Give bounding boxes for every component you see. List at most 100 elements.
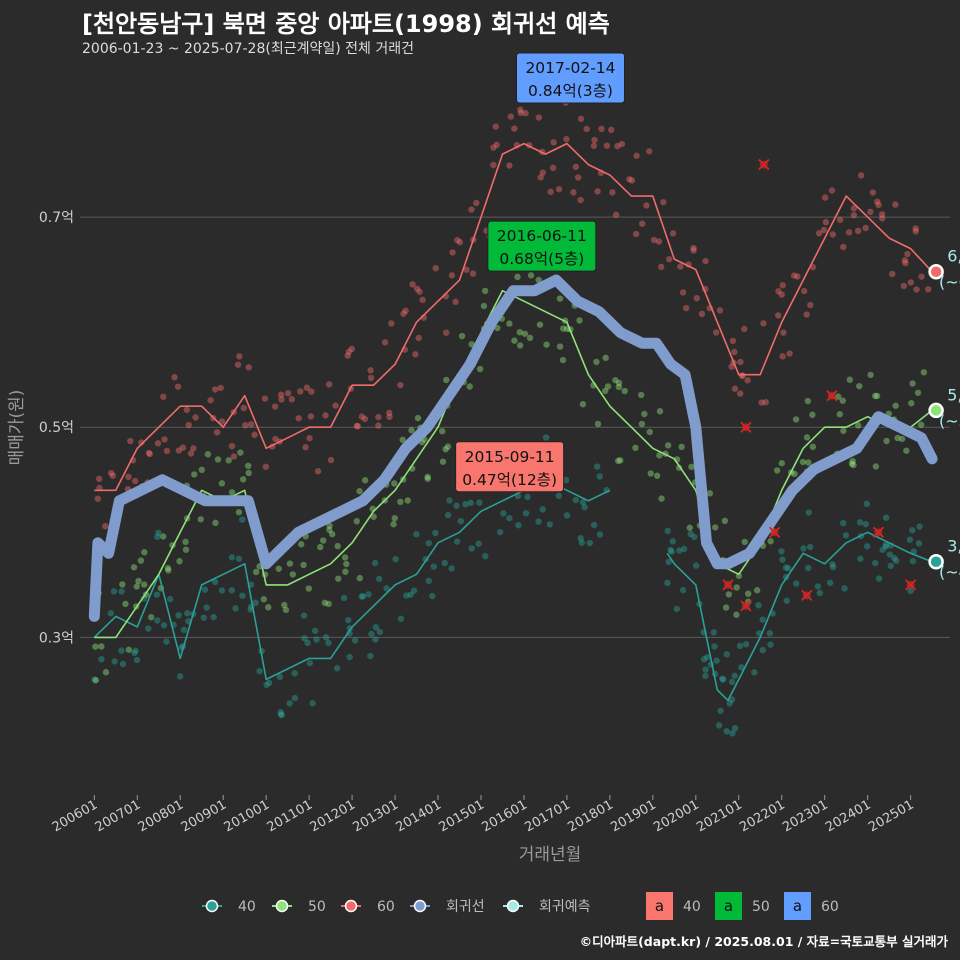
deal-point [419,296,426,304]
deal-point [165,567,172,574]
deal-point [263,681,270,689]
deal-point [793,580,800,587]
deal-point [391,514,398,522]
deal-point [676,547,683,554]
legend-key-box [646,892,673,920]
deal-point [925,286,932,293]
deal-point [524,493,531,501]
deal-point [639,220,646,227]
deal-point [602,354,609,362]
deal-point [506,320,513,327]
deal-point [660,198,667,206]
deal-point [826,579,834,587]
deal-point [230,453,238,460]
deal-point [235,509,243,516]
deal-point [912,225,919,232]
deal-point [913,286,920,293]
deal-point [413,285,421,292]
deal-point [228,442,236,450]
deal-point [546,521,554,528]
deal-point [446,497,453,504]
deal-point [182,538,189,546]
deal-point [842,532,850,539]
deal-point [247,421,255,428]
max-annotation-price: 0.68억(5층) [499,250,584,268]
deal-point [691,533,698,541]
legend-item-label: 회귀예측 [539,899,591,915]
x-tick-label: 202101 [694,797,744,835]
legend-key-dot [413,899,427,913]
deal-point [300,612,308,619]
deal-point [555,185,563,193]
deal-point [904,250,911,258]
deal-point [383,585,390,592]
deal-point [572,163,580,171]
deal-point [542,434,550,441]
deal-point [577,535,584,542]
deal-point [278,711,285,718]
x-tick-label: 201601 [479,797,529,835]
deal-point [612,376,619,384]
deal-point [391,480,398,487]
deal-point [242,422,249,429]
deal-point [805,459,812,466]
deal-point [164,564,172,572]
deal-point [272,435,279,443]
deal-point [145,449,153,457]
deal-point [218,418,226,425]
deal-point [408,427,415,434]
deal-point [646,428,653,436]
deal-point [125,473,132,481]
deal-point [297,541,305,548]
deal-point [690,247,697,254]
deal-point [429,592,436,600]
deal-point [94,495,102,502]
deal-point [392,555,399,563]
scatter-layer [91,99,932,737]
deal-point [862,224,869,232]
deal-point [225,457,232,464]
deal-point [803,434,811,441]
deal-point [669,230,677,237]
deal-point [154,440,162,447]
deal-point [626,176,633,183]
deal-point [914,389,922,396]
deal-point [132,647,139,654]
deal-point [161,436,168,443]
deal-point [424,475,431,482]
cancelled-deal-mark [904,579,917,591]
deal-point [439,458,447,465]
deal-point [593,358,600,366]
deal-point [522,109,529,117]
deal-point [665,255,673,263]
deal-point [835,393,842,400]
deal-point [719,675,726,682]
deal-point [632,230,640,238]
deal-point [92,677,100,684]
deal-point [262,463,270,470]
deal-point [731,385,739,392]
deal-point [494,324,501,332]
deal-point [840,243,847,251]
deal-point [728,363,735,370]
deal-point [119,581,126,588]
deal-point [110,588,118,595]
deal-point [728,678,736,686]
deal-point [656,452,663,459]
deal-point [245,462,252,470]
deal-point [892,201,899,208]
deal-point [677,263,684,270]
deal-point [678,443,685,451]
deal-point [340,594,348,602]
deal-point [909,558,917,565]
deal-point [690,244,697,252]
deal-point [759,646,766,654]
deal-point [514,273,521,281]
deal-point [869,189,877,196]
deal-point [574,174,582,181]
source-caption: ©디아파트(dapt.kr) / 2025.08.01 / 자료=국토교통부 실… [579,934,948,949]
deal-point [900,282,908,290]
deal-point [719,676,727,683]
deal-point [237,449,244,456]
deal-point [138,439,145,446]
